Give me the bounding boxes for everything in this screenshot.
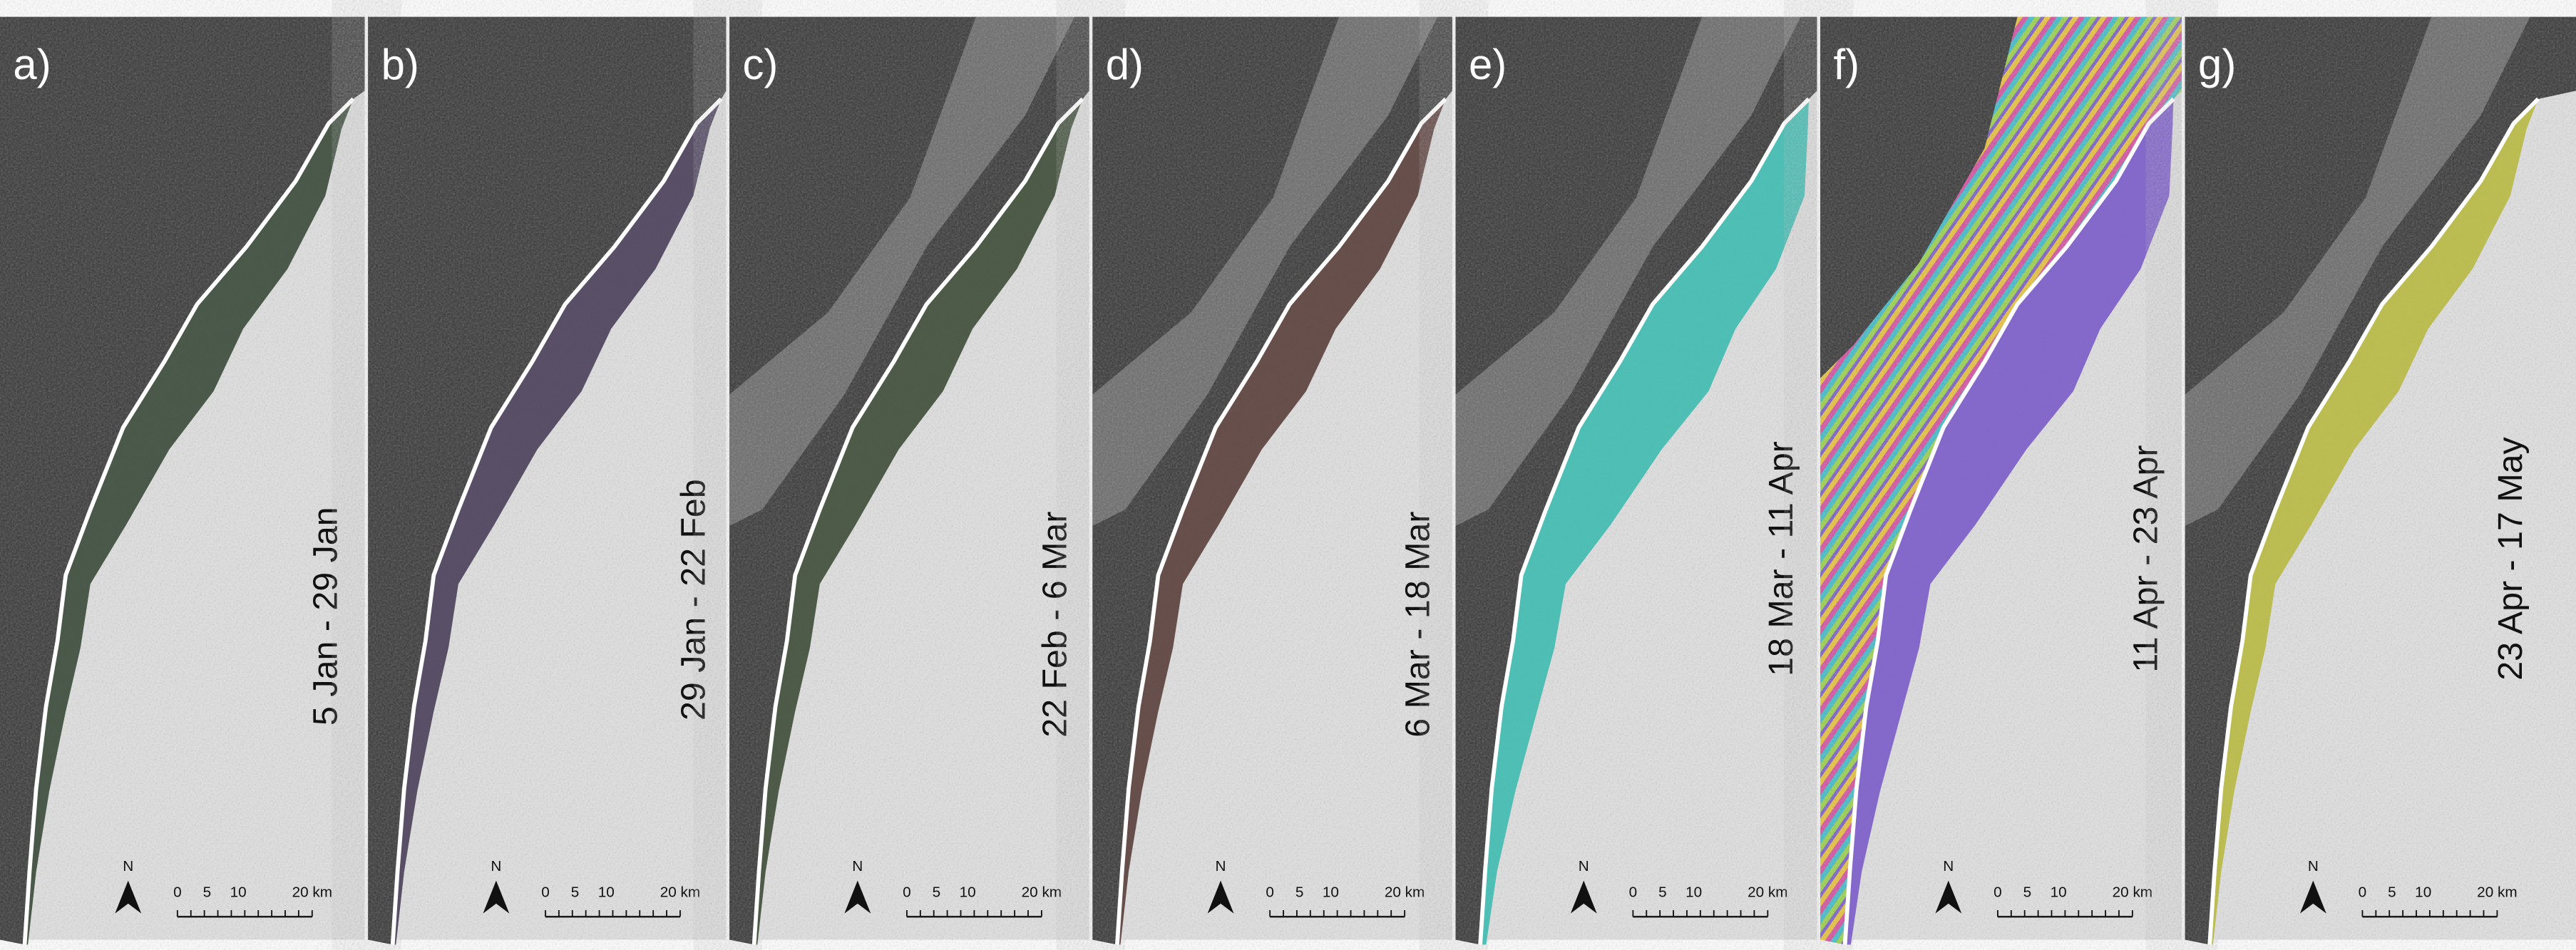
north-arrow bbox=[1207, 880, 1234, 914]
date-range: 23 Apr - 17 May bbox=[2491, 436, 2530, 680]
scale-label: 20 km bbox=[1385, 884, 1425, 901]
scale-label: 10 bbox=[2051, 884, 2067, 901]
scale-label: 5 bbox=[2388, 884, 2396, 901]
date-range: 5 Jan - 29 Jan bbox=[306, 507, 344, 726]
north-label: N bbox=[2308, 858, 2319, 874]
north-arrow bbox=[483, 880, 510, 914]
date-range: 6 Mar - 18 Mar bbox=[1399, 512, 1437, 738]
panel-label: e) bbox=[1469, 41, 1507, 88]
coastal-band bbox=[1480, 98, 1809, 945]
scale-label: 20 km bbox=[2113, 884, 2152, 901]
panel-label: c) bbox=[743, 41, 779, 88]
date-range: 11 Apr - 23 Apr bbox=[2126, 445, 2165, 672]
scale-label: 10 bbox=[1323, 884, 1339, 901]
coastline bbox=[390, 97, 723, 945]
coastline bbox=[1842, 97, 2175, 945]
date-range: 22 Feb - 6 Mar bbox=[1035, 512, 1074, 738]
date-range: 18 Mar - 11 Apr bbox=[1762, 441, 1800, 676]
map-panel: f) 11 Apr - 23 Apr N 0 5 10 20 km bbox=[1820, 16, 2182, 945]
panel-label: a) bbox=[13, 41, 51, 88]
scale-label: 10 bbox=[1685, 884, 1702, 901]
scale-label: 5 bbox=[2023, 884, 2032, 901]
coastal-band bbox=[1844, 98, 2174, 945]
coastline bbox=[22, 97, 355, 945]
coastal-band bbox=[392, 98, 722, 945]
north-arrow bbox=[1935, 880, 1962, 914]
scale-label: 0 bbox=[173, 884, 182, 901]
scale-label: 10 bbox=[2415, 884, 2431, 901]
north-label: N bbox=[491, 858, 501, 874]
map-panel: e) 18 Mar - 11 Apr N 0 5 10 20 km bbox=[1455, 16, 1817, 945]
scale-label: 10 bbox=[960, 884, 976, 901]
scale-label: 0 bbox=[541, 884, 550, 901]
coastal-band bbox=[754, 98, 1083, 945]
north-arrow bbox=[1570, 880, 1597, 914]
scale-label: 20 km bbox=[660, 884, 700, 901]
panel-label: b) bbox=[381, 41, 419, 88]
scale-label: 0 bbox=[2359, 884, 2367, 901]
coastline bbox=[2207, 97, 2540, 945]
scale-label: 10 bbox=[598, 884, 615, 901]
scale-label: 20 km bbox=[1748, 884, 1787, 901]
scale-label: 5 bbox=[1658, 884, 1667, 901]
speckle bbox=[1092, 16, 1452, 940]
north-arrow bbox=[844, 880, 871, 914]
scale-label: 20 km bbox=[2477, 884, 2517, 901]
scale-label: 0 bbox=[1266, 884, 1274, 901]
scale-label: 20 km bbox=[292, 884, 332, 901]
scale-label: 0 bbox=[903, 884, 911, 901]
map-panel: b) 29 Jan - 22 Feb N 0 5 10 20 km bbox=[368, 16, 727, 945]
scale-label: 0 bbox=[1629, 884, 1638, 901]
scale-label: 5 bbox=[203, 884, 212, 901]
coastline bbox=[751, 97, 1084, 945]
scale-label: 5 bbox=[571, 884, 580, 901]
north-label: N bbox=[1579, 858, 1589, 874]
scale-label: 5 bbox=[1295, 884, 1304, 901]
panel-label: d) bbox=[1106, 41, 1144, 88]
coastline bbox=[1478, 97, 1810, 945]
scale-label: 10 bbox=[230, 884, 247, 901]
north-arrow bbox=[2299, 880, 2326, 914]
coastal-band bbox=[24, 98, 354, 945]
north-label: N bbox=[123, 858, 133, 874]
map-panel: d) 6 Mar - 18 Mar N 0 5 10 20 km bbox=[1092, 16, 1452, 945]
scale-label: 5 bbox=[933, 884, 941, 901]
map-panel: c) 22 Feb - 6 Mar N 0 5 10 20 km bbox=[729, 16, 1089, 945]
coastline bbox=[1114, 97, 1447, 945]
date-range: 29 Jan - 22 Feb bbox=[674, 479, 713, 721]
north-label: N bbox=[1943, 858, 1954, 874]
coastal-band bbox=[2210, 98, 2539, 945]
speckle bbox=[368, 16, 727, 940]
scale-label: 0 bbox=[1993, 884, 2002, 901]
speckle bbox=[729, 16, 1089, 940]
panel-label: g) bbox=[2198, 41, 2236, 88]
coastal-band bbox=[1117, 98, 1446, 945]
north-arrow bbox=[115, 880, 142, 914]
map-panel: a) 5 Jan - 29 Jan N 0 5 10 20 km bbox=[0, 16, 365, 945]
map-panel: g) 23 Apr - 17 May N 0 5 10 20 km bbox=[2185, 16, 2576, 945]
panel-label: f) bbox=[1833, 41, 1859, 88]
north-label: N bbox=[852, 858, 863, 874]
scale-label: 20 km bbox=[1022, 884, 1062, 901]
north-label: N bbox=[1216, 858, 1226, 874]
